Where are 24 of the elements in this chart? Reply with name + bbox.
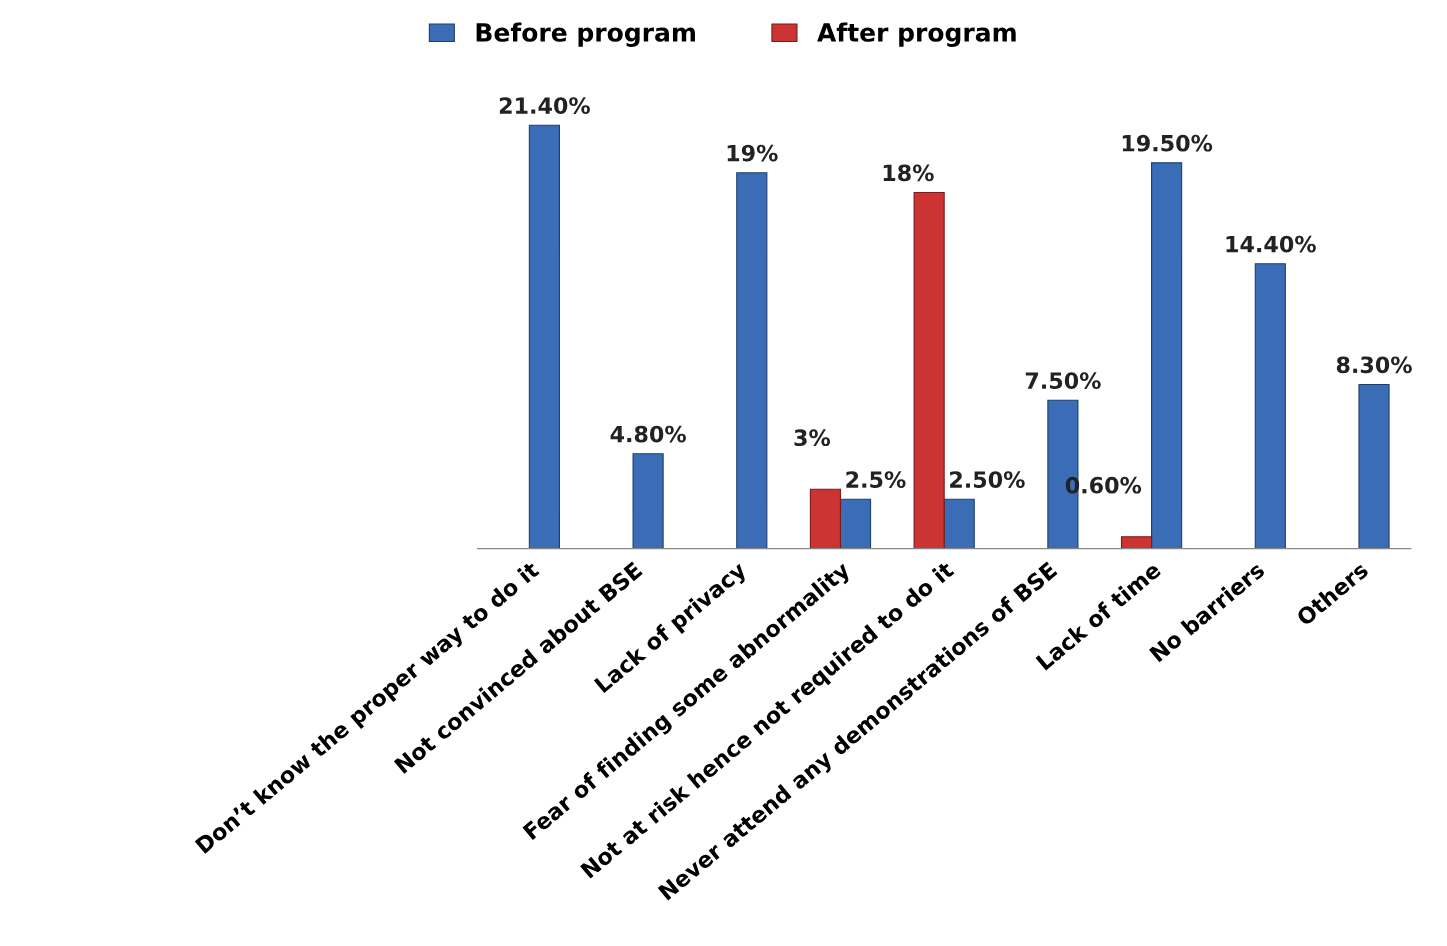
bar [1254, 263, 1286, 549]
bar [943, 498, 975, 549]
bar [1120, 536, 1153, 549]
data-label: 19.50% [1122, 134, 1213, 152]
data-label: 19% [727, 144, 778, 162]
data-label: 18% [883, 164, 934, 182]
bar [809, 488, 842, 549]
bar [913, 191, 945, 549]
bar [1151, 162, 1183, 549]
data-label: 2.5% [846, 471, 906, 488]
data-label: 4.80% [610, 425, 686, 443]
data-label: 14.40% [1226, 235, 1316, 253]
data-label: 8.30% [1336, 356, 1412, 374]
bar [839, 498, 872, 549]
data-label: 21.40% [499, 97, 590, 114]
bar [1358, 383, 1390, 549]
data-label: 3% [794, 429, 831, 447]
data-label: 2.50% [950, 471, 1025, 488]
data-label: 7.50% [1025, 372, 1101, 390]
legend-label: Before program [476, 22, 695, 47]
bar [632, 453, 664, 549]
bar [528, 124, 560, 549]
bar [736, 172, 768, 549]
legend-label: After program [817, 22, 1016, 47]
